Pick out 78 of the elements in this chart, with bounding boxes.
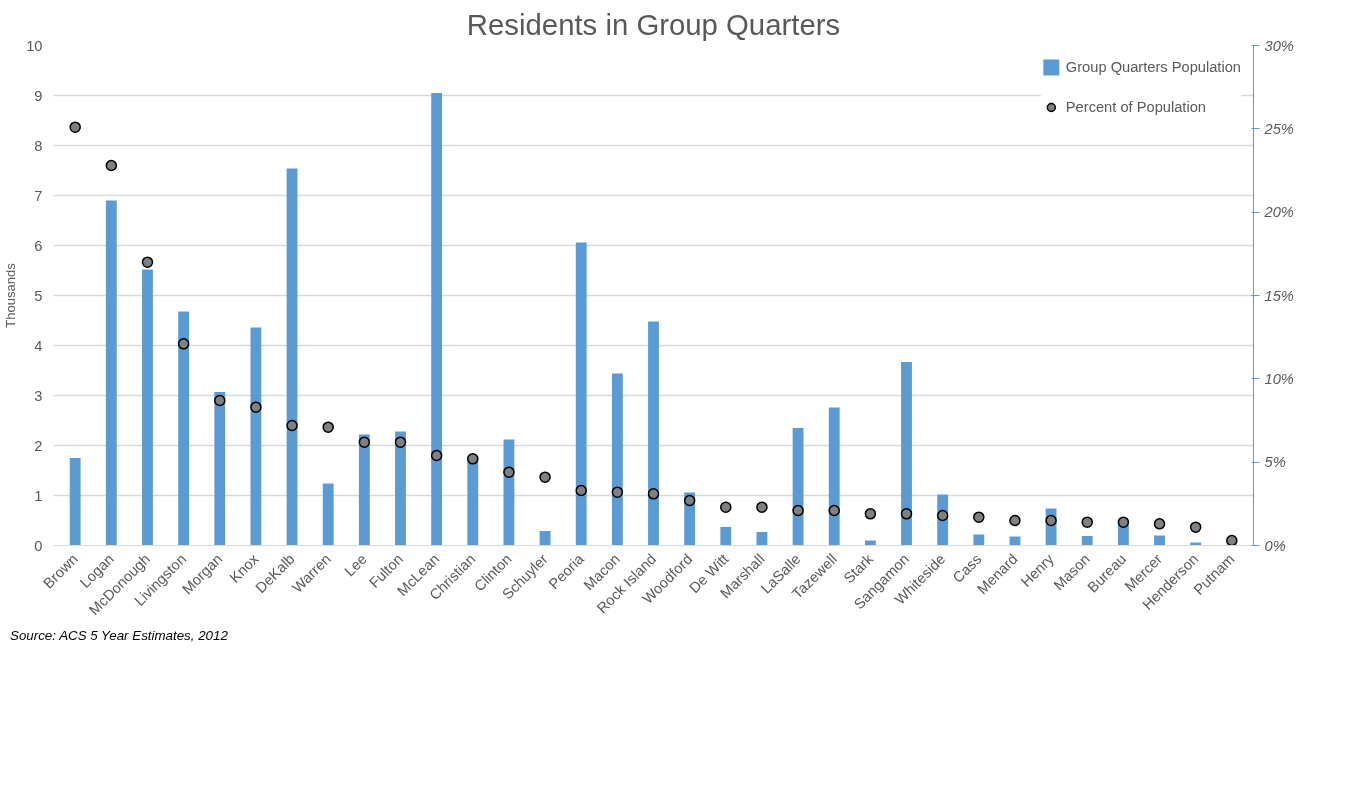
chart-title: Residents in Group Quarters bbox=[466, 7, 841, 41]
y-axis-title: Thousands bbox=[3, 262, 19, 328]
bar bbox=[720, 527, 732, 546]
point bbox=[430, 449, 443, 462]
point bbox=[936, 509, 949, 522]
point bbox=[828, 504, 840, 517]
y-tick-label: 0 bbox=[34, 537, 43, 554]
bar bbox=[792, 428, 804, 546]
bar bbox=[648, 321, 659, 546]
point bbox=[720, 501, 732, 513]
bar bbox=[105, 200, 117, 546]
y-tick-label: 9 bbox=[34, 87, 43, 104]
y-tick-label: 5 bbox=[34, 287, 43, 304]
point bbox=[1081, 516, 1093, 528]
bar bbox=[214, 392, 226, 546]
bar bbox=[250, 327, 262, 546]
bar bbox=[575, 242, 587, 546]
point bbox=[647, 488, 660, 500]
point bbox=[250, 401, 262, 413]
bar bbox=[142, 269, 153, 546]
y2-tick-label: 15% bbox=[1264, 287, 1294, 304]
y2-tick-label: 20% bbox=[1263, 204, 1294, 221]
point bbox=[539, 471, 551, 483]
y-tick-label: 7 bbox=[34, 187, 43, 204]
bar bbox=[611, 373, 623, 546]
bar bbox=[69, 458, 81, 546]
bar bbox=[973, 534, 985, 546]
point bbox=[358, 436, 371, 448]
point bbox=[394, 436, 407, 448]
y-tick-label: 6 bbox=[34, 237, 43, 254]
bar bbox=[178, 311, 190, 546]
bar bbox=[395, 431, 406, 546]
y-tick-label: 2 bbox=[34, 437, 43, 454]
point bbox=[1117, 516, 1130, 528]
point bbox=[792, 504, 804, 517]
y-tick-label: 4 bbox=[34, 337, 43, 354]
point bbox=[214, 394, 226, 407]
point bbox=[503, 466, 515, 478]
bar bbox=[901, 362, 912, 546]
point bbox=[575, 484, 587, 497]
point bbox=[1045, 514, 1057, 527]
y-tick-label: 10 bbox=[26, 37, 43, 54]
y-tick-label: 3 bbox=[34, 387, 43, 404]
point bbox=[69, 121, 81, 133]
point bbox=[467, 453, 479, 465]
point bbox=[611, 486, 624, 498]
point bbox=[105, 159, 118, 172]
bar bbox=[322, 483, 334, 546]
bar bbox=[431, 93, 443, 546]
point bbox=[756, 501, 768, 513]
point bbox=[973, 511, 985, 523]
bar bbox=[1154, 535, 1165, 546]
y2-tick-label: 25% bbox=[1263, 120, 1294, 137]
point bbox=[177, 338, 190, 350]
point bbox=[1226, 534, 1238, 546]
y-tick-label: 1 bbox=[34, 487, 43, 504]
y2-tick-label: 10% bbox=[1264, 370, 1294, 387]
legend-label: Percent of Population bbox=[1065, 99, 1206, 115]
bar bbox=[358, 434, 370, 546]
point bbox=[1189, 521, 1202, 533]
legend-label: Group Quarters Population bbox=[1065, 59, 1241, 75]
point bbox=[322, 421, 334, 433]
y2-tick-label: 0% bbox=[1264, 537, 1286, 554]
y-tick-label: 8 bbox=[34, 137, 43, 154]
y2-tick-label: 5% bbox=[1264, 454, 1286, 471]
point bbox=[1009, 514, 1021, 527]
y2-tick-label: 30% bbox=[1264, 37, 1294, 54]
bar bbox=[286, 168, 298, 546]
point bbox=[900, 508, 913, 520]
point bbox=[1153, 518, 1166, 530]
x-tick-label: Lee bbox=[341, 550, 371, 580]
bar bbox=[1081, 536, 1093, 546]
bar bbox=[828, 407, 840, 546]
point bbox=[864, 508, 877, 520]
source-note: Source: ACS 5 Year Estimates, 2012 bbox=[10, 627, 228, 645]
point bbox=[286, 419, 298, 432]
point bbox=[683, 494, 696, 507]
point bbox=[141, 256, 154, 268]
